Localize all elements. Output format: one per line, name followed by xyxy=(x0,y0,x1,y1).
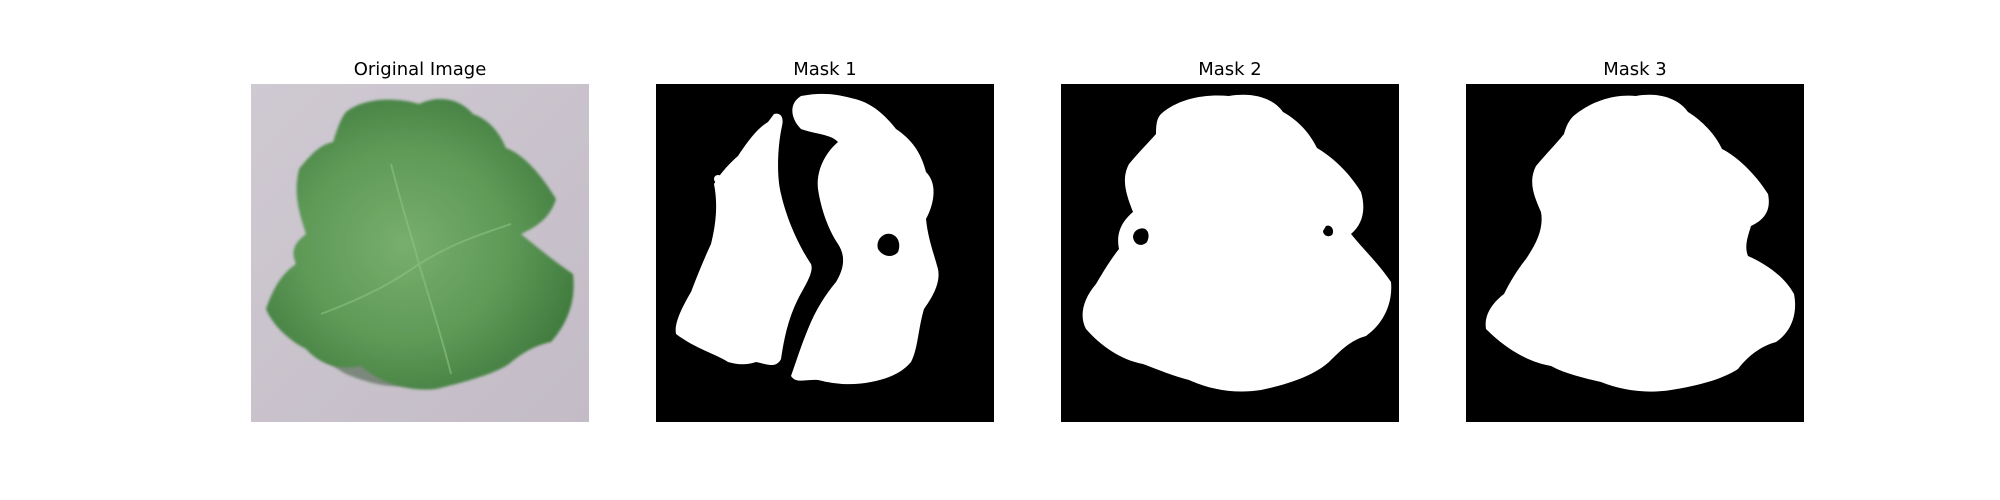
panel-title: Mask 1 xyxy=(793,59,857,80)
panel-mask-2: Mask 2 xyxy=(1061,0,1399,500)
panel-mask-3: Mask 3 xyxy=(1466,0,1804,500)
panel-title: Mask 3 xyxy=(1603,59,1667,80)
mask-3-image xyxy=(1466,84,1804,422)
panel-title: Original Image xyxy=(353,59,487,80)
mask-1-image xyxy=(656,84,994,422)
mask-2-image xyxy=(1061,84,1399,422)
panel-title: Mask 2 xyxy=(1198,59,1262,80)
panel-original-image: Original Image xyxy=(251,0,589,500)
original-leaf-image xyxy=(251,84,589,422)
panel-mask-1: Mask 1 xyxy=(656,0,994,500)
